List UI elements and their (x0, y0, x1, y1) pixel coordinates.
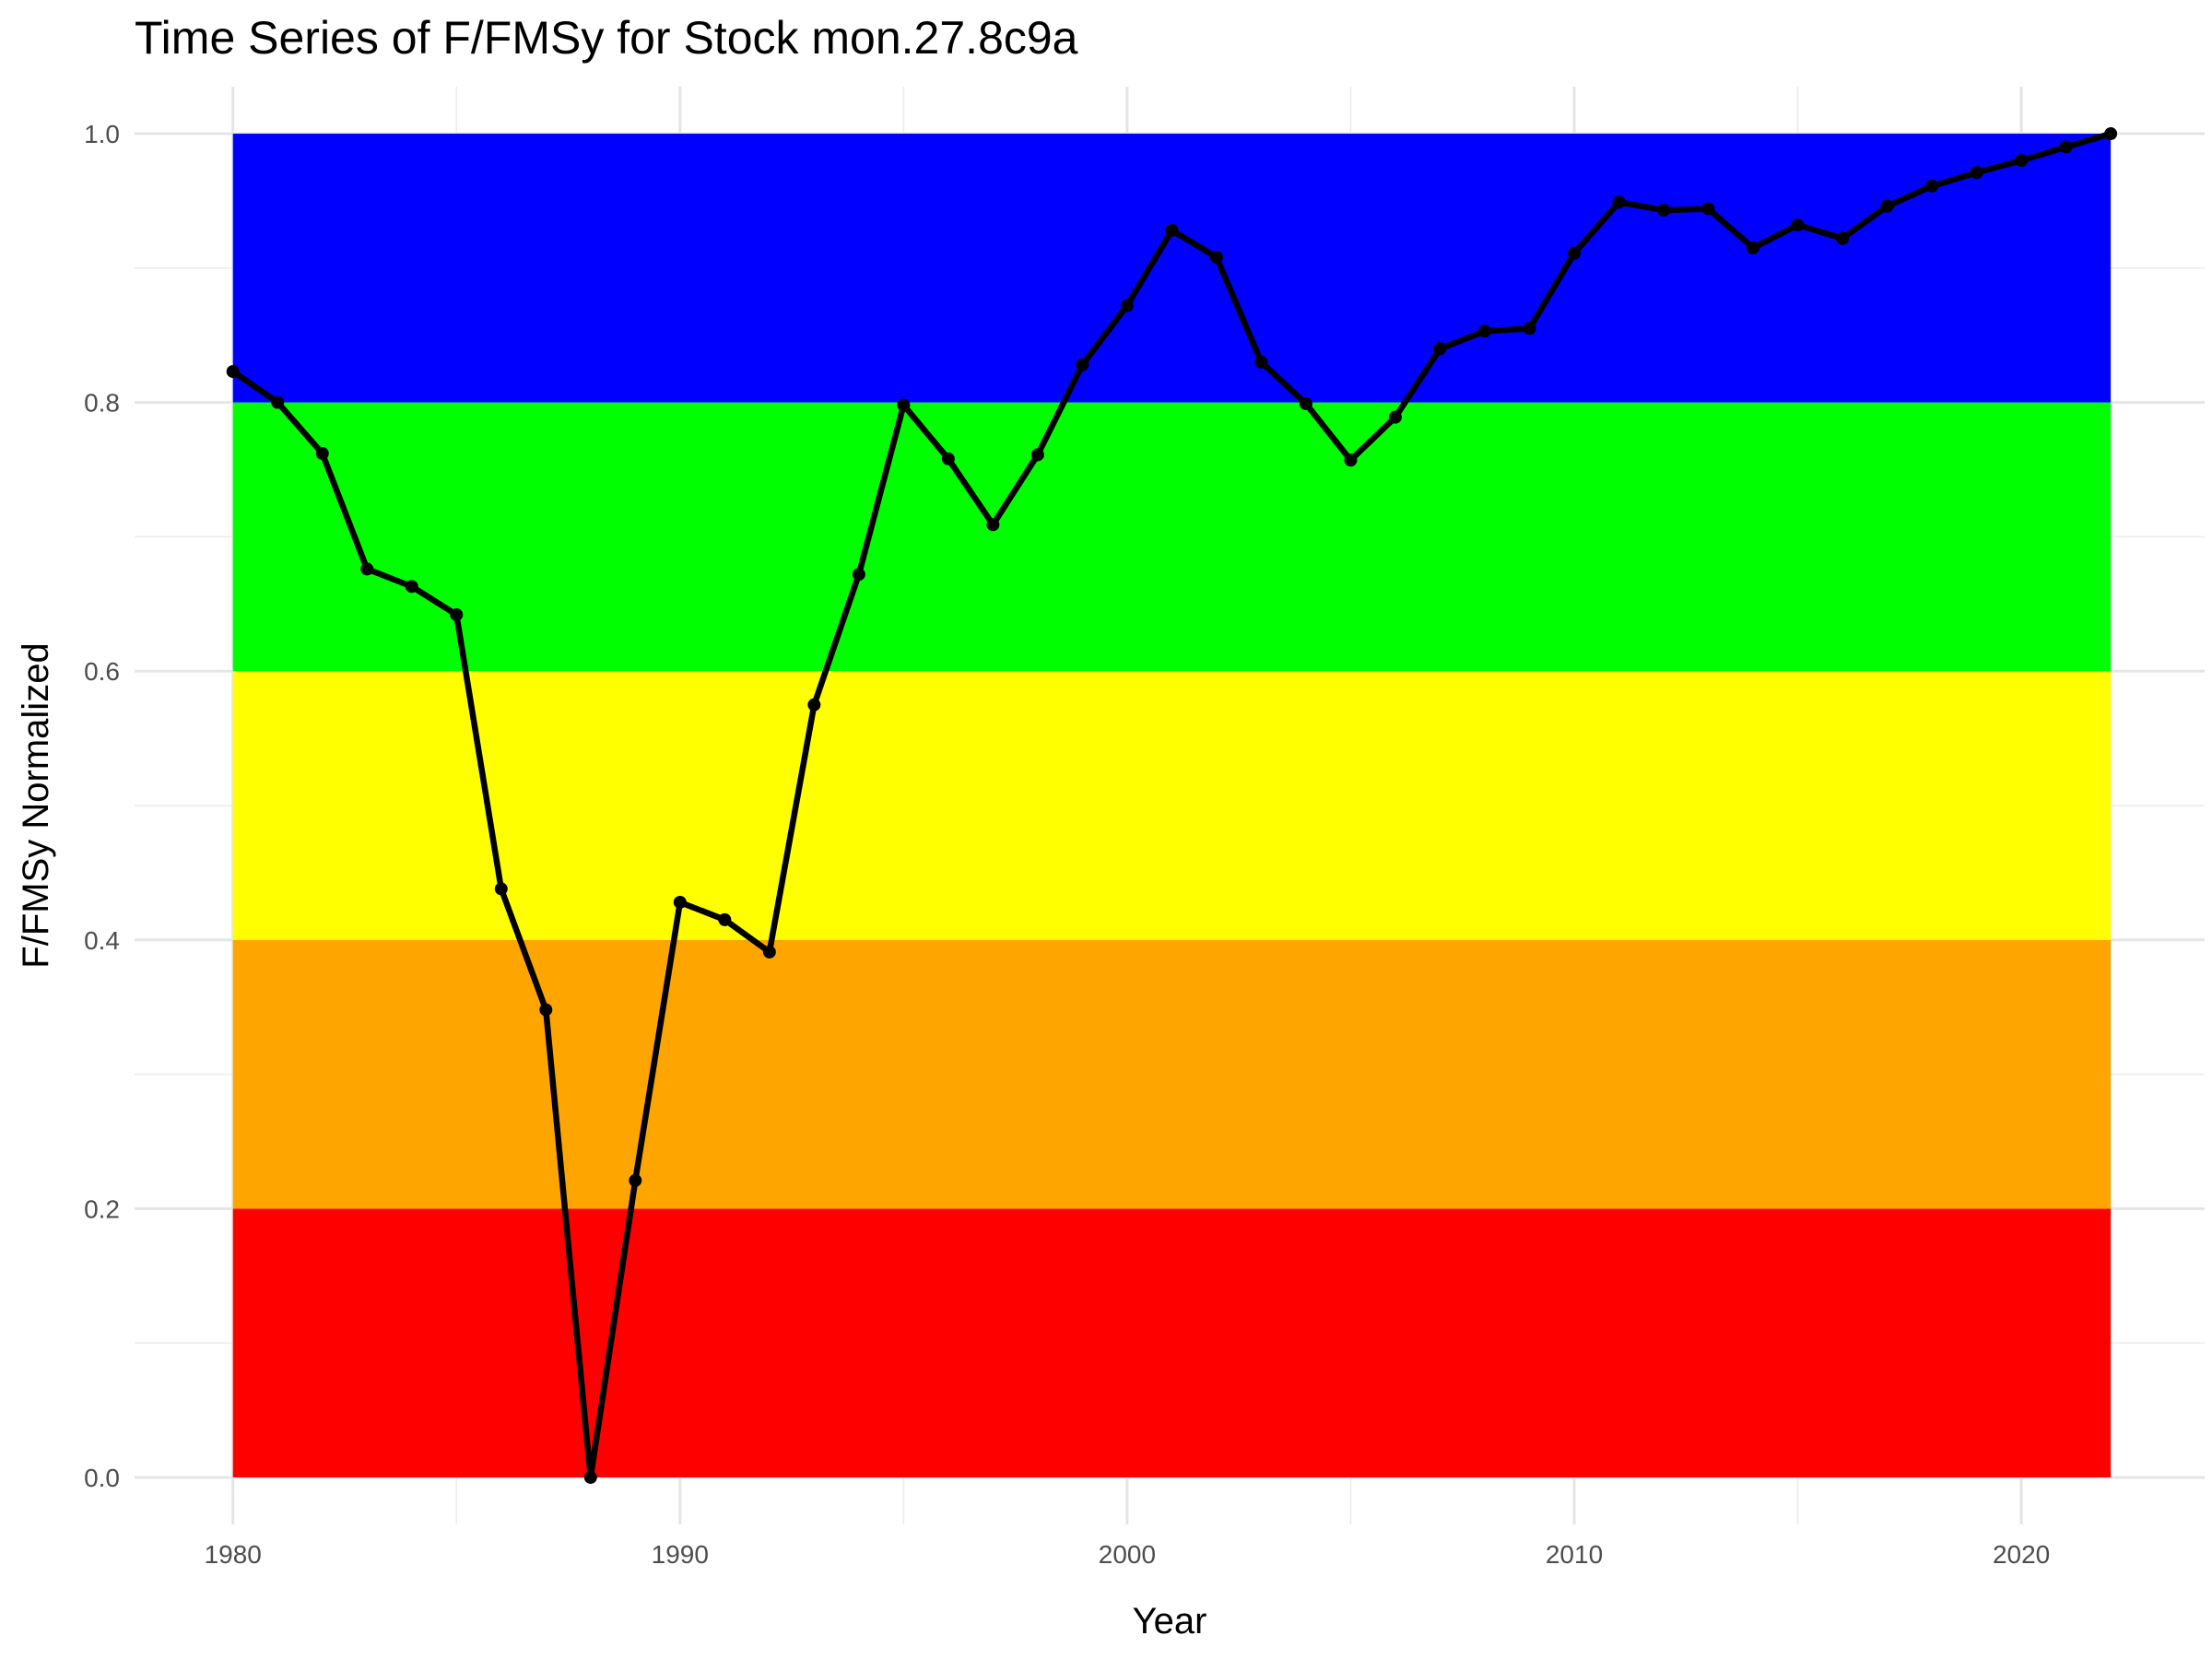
chart-title: Time Series of F/FMSy for Stock mon.27.8… (135, 12, 1078, 64)
data-point (2015, 154, 2029, 168)
band-rect (232, 939, 2112, 1209)
data-point (226, 365, 240, 379)
data-point (1477, 324, 1491, 338)
data-point (583, 1470, 597, 1484)
data-point (673, 895, 687, 909)
data-point (852, 568, 865, 582)
x-tick-label: 2010 (1546, 1540, 1603, 1569)
data-point (1701, 202, 1715, 216)
x-tick-label: 2020 (1993, 1540, 2050, 1569)
data-point (539, 1003, 553, 1017)
data-point (1791, 218, 1805, 232)
data-point (1925, 179, 1939, 193)
data-point (360, 562, 374, 576)
data-point (1344, 453, 1358, 467)
data-point (718, 912, 732, 926)
data-point (1657, 204, 1671, 218)
data-point (1836, 231, 1850, 245)
y-tick-label: 0.4 (84, 926, 120, 955)
band-rect (232, 1208, 2112, 1477)
x-axis-title: Year (1133, 1601, 1207, 1641)
data-point (762, 945, 776, 959)
data-point (1612, 195, 1626, 209)
y-tick-label: 0.6 (84, 657, 120, 686)
data-point (1747, 241, 1760, 254)
data-point (494, 882, 508, 896)
data-point (986, 518, 1000, 532)
data-point (1299, 397, 1312, 411)
x-tick-label: 1980 (205, 1540, 262, 1569)
data-point (1120, 299, 1134, 312)
data-point (1433, 342, 1447, 356)
y-tick-label: 0.2 (84, 1194, 120, 1223)
x-tick-label: 1990 (652, 1540, 709, 1569)
threshold-bands (232, 134, 2112, 1477)
data-point (897, 398, 911, 412)
data-point (2059, 140, 2073, 154)
y-tick-label: 0.0 (84, 1464, 120, 1492)
data-point (1076, 358, 1089, 371)
data-point (941, 452, 955, 465)
data-point (1254, 355, 1268, 369)
x-tick-labels: 1980 1990 2000 2010 2020 (205, 1540, 2051, 1569)
data-point (1523, 322, 1536, 335)
data-point (271, 395, 285, 409)
data-point (450, 607, 464, 621)
data-point (2104, 127, 2118, 141)
x-tick-label: 2000 (1099, 1540, 1156, 1569)
data-point (1880, 199, 1894, 213)
data-point (1165, 224, 1179, 237)
data-point (1030, 448, 1044, 462)
data-point (1209, 251, 1223, 265)
y-tick-label: 0.8 (84, 389, 120, 418)
band-rect (232, 671, 2112, 940)
data-point (1568, 246, 1582, 260)
y-tick-labels: 0.0 0.2 0.4 0.6 0.8 1.0 (84, 120, 120, 1492)
band-rect (232, 134, 2112, 403)
data-point (629, 1173, 642, 1187)
band-rect (232, 402, 2112, 672)
y-axis-title: F/FMSy Normalized (16, 642, 56, 968)
data-point (1970, 166, 1983, 180)
data-point (315, 447, 329, 461)
y-tick-label: 1.0 (84, 120, 120, 148)
data-point (807, 698, 821, 712)
data-point (405, 580, 418, 594)
data-series (226, 127, 2118, 1484)
data-point (1388, 410, 1402, 424)
